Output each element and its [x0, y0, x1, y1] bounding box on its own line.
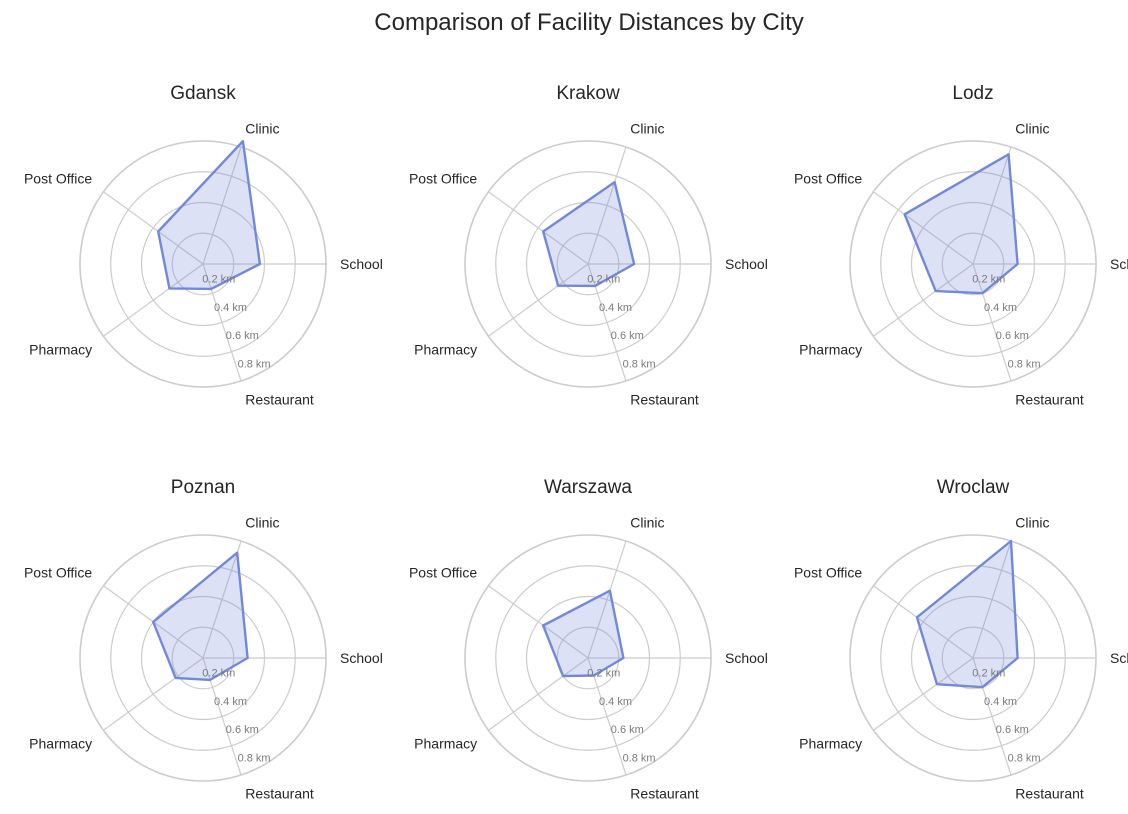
data-polygon	[151, 551, 249, 682]
category-label: Clinic	[1015, 515, 1049, 531]
r-tick-label: 0.8 km	[1008, 753, 1041, 765]
r-tick-label: 0.8 km	[238, 359, 271, 371]
category-label: Clinic	[245, 515, 279, 531]
category-label: Pharmacy	[414, 736, 477, 752]
r-tick-label: 0.4 km	[599, 696, 632, 708]
r-tick-label: 0.2 km	[202, 667, 235, 679]
r-tick-label: 0.8 km	[1008, 359, 1041, 371]
data-polygon	[542, 180, 636, 288]
category-label: Clinic	[1015, 121, 1049, 137]
spoke-line	[972, 263, 1012, 382]
radar-panels: Gdansk School Clinic Post Office Pharmacy Res…	[24, 83, 1128, 801]
radar-panel-wroclaw: Wroclaw School Clinic Post Office Pharmacy Re…	[794, 477, 1128, 801]
panel-title: Warszawa	[544, 477, 632, 498]
r-tick-label: 0.6 km	[611, 330, 644, 342]
r-tick-label: 0.4 km	[214, 302, 247, 314]
panel-title: Gdansk	[170, 83, 236, 104]
panel-title: Poznan	[171, 477, 235, 498]
spoke-line	[587, 657, 627, 776]
data-polygon	[915, 539, 1019, 689]
spoke-line	[972, 146, 1012, 265]
category-label: School	[340, 650, 383, 666]
category-label: Restaurant	[1015, 785, 1084, 801]
radar-panel-lodz: Lodz School Clinic Post Office Pharmacy Resta…	[794, 83, 1128, 407]
data-polygon	[156, 139, 262, 291]
spoke-line	[488, 191, 589, 265]
category-label: Post Office	[24, 171, 92, 187]
category-label: Post Office	[794, 171, 862, 187]
category-label: School	[725, 256, 768, 272]
spoke-line	[103, 657, 204, 731]
category-label: School	[1110, 650, 1128, 666]
category-label: Post Office	[409, 171, 477, 187]
category-label: Pharmacy	[799, 736, 862, 752]
r-tick-label: 0.6 km	[226, 724, 259, 736]
spoke-line	[972, 540, 1012, 659]
radar-panel-krakow: Krakow School Clinic Post Office Pharmacy Res…	[409, 83, 768, 407]
r-tick-label: 0.4 km	[599, 302, 632, 314]
category-label: Pharmacy	[29, 342, 92, 358]
r-tick-label: 0.4 km	[214, 696, 247, 708]
spoke-line	[202, 263, 242, 382]
r-tick-label: 0.6 km	[996, 330, 1029, 342]
category-label: Restaurant	[1015, 391, 1084, 407]
category-label: Pharmacy	[799, 342, 862, 358]
panel-title: Wroclaw	[937, 477, 1010, 498]
panel-title: Lodz	[952, 83, 993, 104]
category-label: Restaurant	[630, 785, 699, 801]
r-tick-label: 0.2 km	[587, 667, 620, 679]
data-polygon	[903, 153, 1019, 295]
r-tick-label: 0.6 km	[611, 724, 644, 736]
panel-title: Krakow	[556, 83, 620, 104]
category-label: Restaurant	[630, 391, 699, 407]
spoke-line	[587, 146, 627, 265]
radar-panel-gdansk: Gdansk School Clinic Post Office Pharmacy Res…	[24, 83, 383, 407]
r-tick-label: 0.2 km	[587, 273, 620, 285]
r-tick-label: 0.6 km	[996, 724, 1029, 736]
spoke-line	[587, 263, 627, 382]
spoke-line	[488, 263, 589, 337]
spoke-line	[873, 657, 974, 731]
spoke-line	[972, 657, 1012, 776]
spoke-line	[873, 191, 974, 265]
r-tick-label: 0.2 km	[972, 667, 1005, 679]
r-tick-label: 0.2 km	[202, 273, 235, 285]
category-label: School	[725, 650, 768, 666]
data-polygon	[542, 589, 625, 678]
r-tick-label: 0.8 km	[623, 753, 656, 765]
spoke-line	[873, 263, 974, 337]
category-label: School	[340, 256, 383, 272]
category-label: Clinic	[245, 121, 279, 137]
spoke-line	[488, 585, 589, 659]
spoke-line	[202, 657, 242, 776]
r-tick-label: 0.8 km	[623, 359, 656, 371]
category-label: Post Office	[794, 565, 862, 581]
category-label: Clinic	[630, 121, 664, 137]
r-tick-label: 0.2 km	[972, 273, 1005, 285]
category-label: Restaurant	[245, 785, 314, 801]
r-tick-label: 0.4 km	[984, 696, 1017, 708]
figure-title: Comparison of Facility Distances by City	[374, 9, 803, 36]
radar-panel-warszawa: Warszawa School Clinic Post Office Pharmacy R…	[409, 477, 768, 801]
spoke-line	[587, 540, 627, 659]
category-label: Post Office	[24, 565, 92, 581]
r-tick-label: 0.6 km	[226, 330, 259, 342]
category-label: Post Office	[409, 565, 477, 581]
spoke-line	[873, 585, 974, 659]
r-tick-label: 0.4 km	[984, 302, 1017, 314]
spoke-line	[103, 263, 204, 337]
spoke-line	[488, 657, 589, 731]
radar-panel-poznan: Poznan School Clinic Post Office Pharmacy Res…	[24, 477, 383, 801]
spoke-line	[202, 540, 242, 659]
spoke-line	[202, 146, 242, 265]
category-label: Clinic	[630, 515, 664, 531]
category-label: Restaurant	[245, 391, 314, 407]
category-label: Pharmacy	[29, 736, 92, 752]
category-label: Pharmacy	[414, 342, 477, 358]
r-tick-label: 0.8 km	[238, 753, 271, 765]
category-label: School	[1110, 256, 1128, 272]
spoke-line	[103, 191, 204, 265]
